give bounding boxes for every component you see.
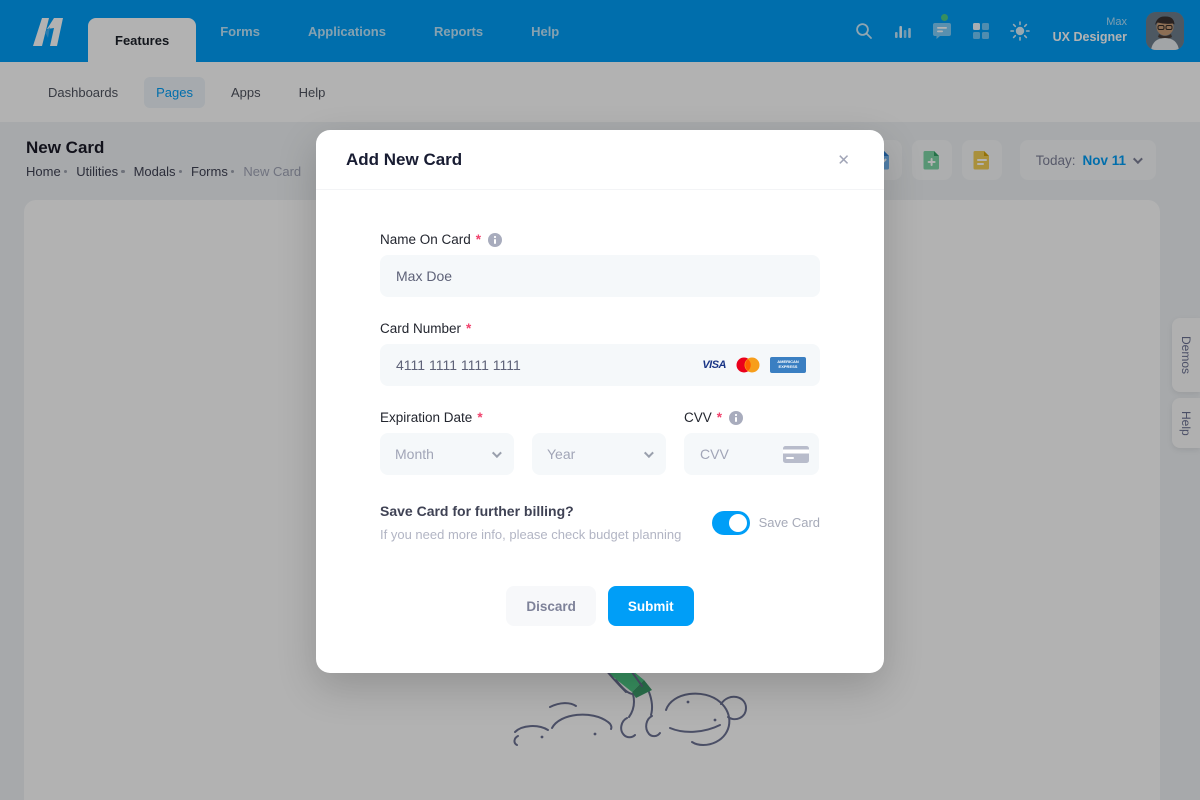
- toggle-knob: [728, 513, 747, 532]
- modal-body: Name On Card * Card Number * VISA: [316, 190, 884, 626]
- crumb-dot: [63, 169, 68, 174]
- crumb-dot: [230, 169, 235, 174]
- crumb-home[interactable]: Home: [26, 164, 61, 179]
- modal-header: Add New Card ✕: [316, 130, 884, 190]
- expiration-label: Expiration Date: [380, 410, 473, 425]
- info-icon[interactable]: [729, 410, 744, 425]
- crumb-forms[interactable]: Forms: [191, 164, 228, 179]
- visa-icon: VISA: [702, 359, 726, 371]
- file-lines-button[interactable]: [961, 140, 1002, 180]
- apps-grid-icon[interactable]: [971, 21, 991, 41]
- crumb-dot: [121, 169, 125, 174]
- notification-dot: [940, 14, 948, 21]
- mastercard-icon: [736, 357, 760, 373]
- page-title: New Card: [26, 138, 105, 157]
- search-icon[interactable]: [854, 21, 874, 41]
- today-value: Nov 11: [1082, 152, 1126, 168]
- card-number-input[interactable]: [380, 344, 820, 386]
- tab-help[interactable]: Help: [531, 23, 560, 39]
- amex-icon: AMERICAN EXPRESS: [770, 357, 806, 373]
- save-card-toggle[interactable]: [711, 510, 750, 535]
- close-icon[interactable]: ✕: [837, 151, 850, 169]
- header-tabs: Features Forms Applications Reports Help: [88, 0, 583, 62]
- top-header: Features Forms Applications Reports Help: [0, 0, 1200, 62]
- user-role: UX Designer: [1052, 30, 1127, 45]
- tab-features[interactable]: Features: [88, 18, 197, 62]
- save-card-row: Save Card for further billing? If you ne…: [380, 503, 820, 542]
- card-number-label: Card Number: [380, 321, 462, 336]
- crumb-dot: [178, 169, 183, 174]
- subnav-apps[interactable]: Apps: [230, 84, 261, 100]
- year-select[interactable]: Year: [532, 433, 666, 475]
- today-label: Today:: [1035, 152, 1076, 168]
- avatar[interactable]: [1146, 12, 1184, 50]
- subnav-help[interactable]: Help: [298, 84, 326, 100]
- required-asterisk: *: [475, 232, 482, 247]
- chevron-down-icon: [643, 447, 654, 458]
- breadcrumb: Home Utilities Modals Forms New Card: [26, 164, 301, 179]
- name-on-card-group: Name On Card *: [380, 232, 820, 297]
- secondary-nav: Dashboards Pages Apps Help: [0, 62, 1200, 122]
- save-card-hint: If you need more info, please check budg…: [380, 527, 682, 542]
- add-new-card-modal: Add New Card ✕ Name On Card * Card Numbe…: [316, 130, 884, 673]
- stats-icon[interactable]: [893, 21, 913, 41]
- card-number-group: Card Number * VISA AMERICAN EXPRESS: [380, 321, 820, 386]
- crumb-utilities[interactable]: Utilities: [76, 164, 119, 179]
- discard-button[interactable]: Discard: [506, 586, 596, 626]
- file-add-button[interactable]: [911, 140, 952, 180]
- modal-title: Add New Card: [346, 149, 463, 169]
- brand-logo-icon[interactable]: [30, 14, 66, 50]
- header-actions: Max UX Designer: [854, 0, 1184, 62]
- expiration-cvv-group: Expiration Date * Month Year: [380, 410, 820, 475]
- side-tab-help[interactable]: Help: [1172, 398, 1200, 448]
- required-asterisk: *: [466, 321, 472, 336]
- card-brand-icons: VISA AMERICAN EXPRESS: [702, 344, 806, 386]
- side-tab-demos[interactable]: Demos: [1172, 318, 1200, 392]
- month-select[interactable]: Month: [380, 433, 514, 475]
- month-placeholder: Month: [395, 446, 434, 462]
- year-placeholder: Year: [547, 446, 576, 462]
- chevron-down-icon: [491, 447, 502, 458]
- crumb-modals[interactable]: Modals: [133, 164, 176, 179]
- chat-icon[interactable]: [932, 14, 952, 41]
- subnav-pages[interactable]: Pages: [144, 76, 205, 108]
- tab-applications[interactable]: Applications: [307, 23, 386, 39]
- date-picker-button[interactable]: Today: Nov 11: [1019, 140, 1156, 180]
- theme-sun-icon[interactable]: [1009, 21, 1030, 41]
- crumb-current: New Card: [243, 164, 302, 179]
- subnav-dashboards[interactable]: Dashboards: [48, 84, 119, 100]
- cvv-label: CVV: [684, 410, 712, 425]
- toolbar-actions: Today: Nov 11: [861, 140, 1156, 180]
- tab-reports[interactable]: Reports: [433, 23, 484, 39]
- required-asterisk: *: [477, 410, 483, 425]
- user-menu[interactable]: Max UX Designer: [1053, 16, 1127, 45]
- submit-button[interactable]: Submit: [607, 586, 694, 626]
- info-icon[interactable]: [488, 232, 503, 247]
- user-name: Max: [1106, 16, 1127, 29]
- save-card-title: Save Card for further billing?: [380, 503, 574, 519]
- required-asterisk: *: [716, 410, 723, 425]
- tab-forms[interactable]: Forms: [220, 23, 260, 39]
- credit-card-icon: [783, 446, 809, 463]
- name-on-card-label: Name On Card: [380, 232, 471, 247]
- save-card-toggle-label: Save Card: [758, 515, 820, 530]
- name-on-card-input[interactable]: [380, 255, 820, 297]
- modal-actions: Discard Submit: [380, 586, 820, 626]
